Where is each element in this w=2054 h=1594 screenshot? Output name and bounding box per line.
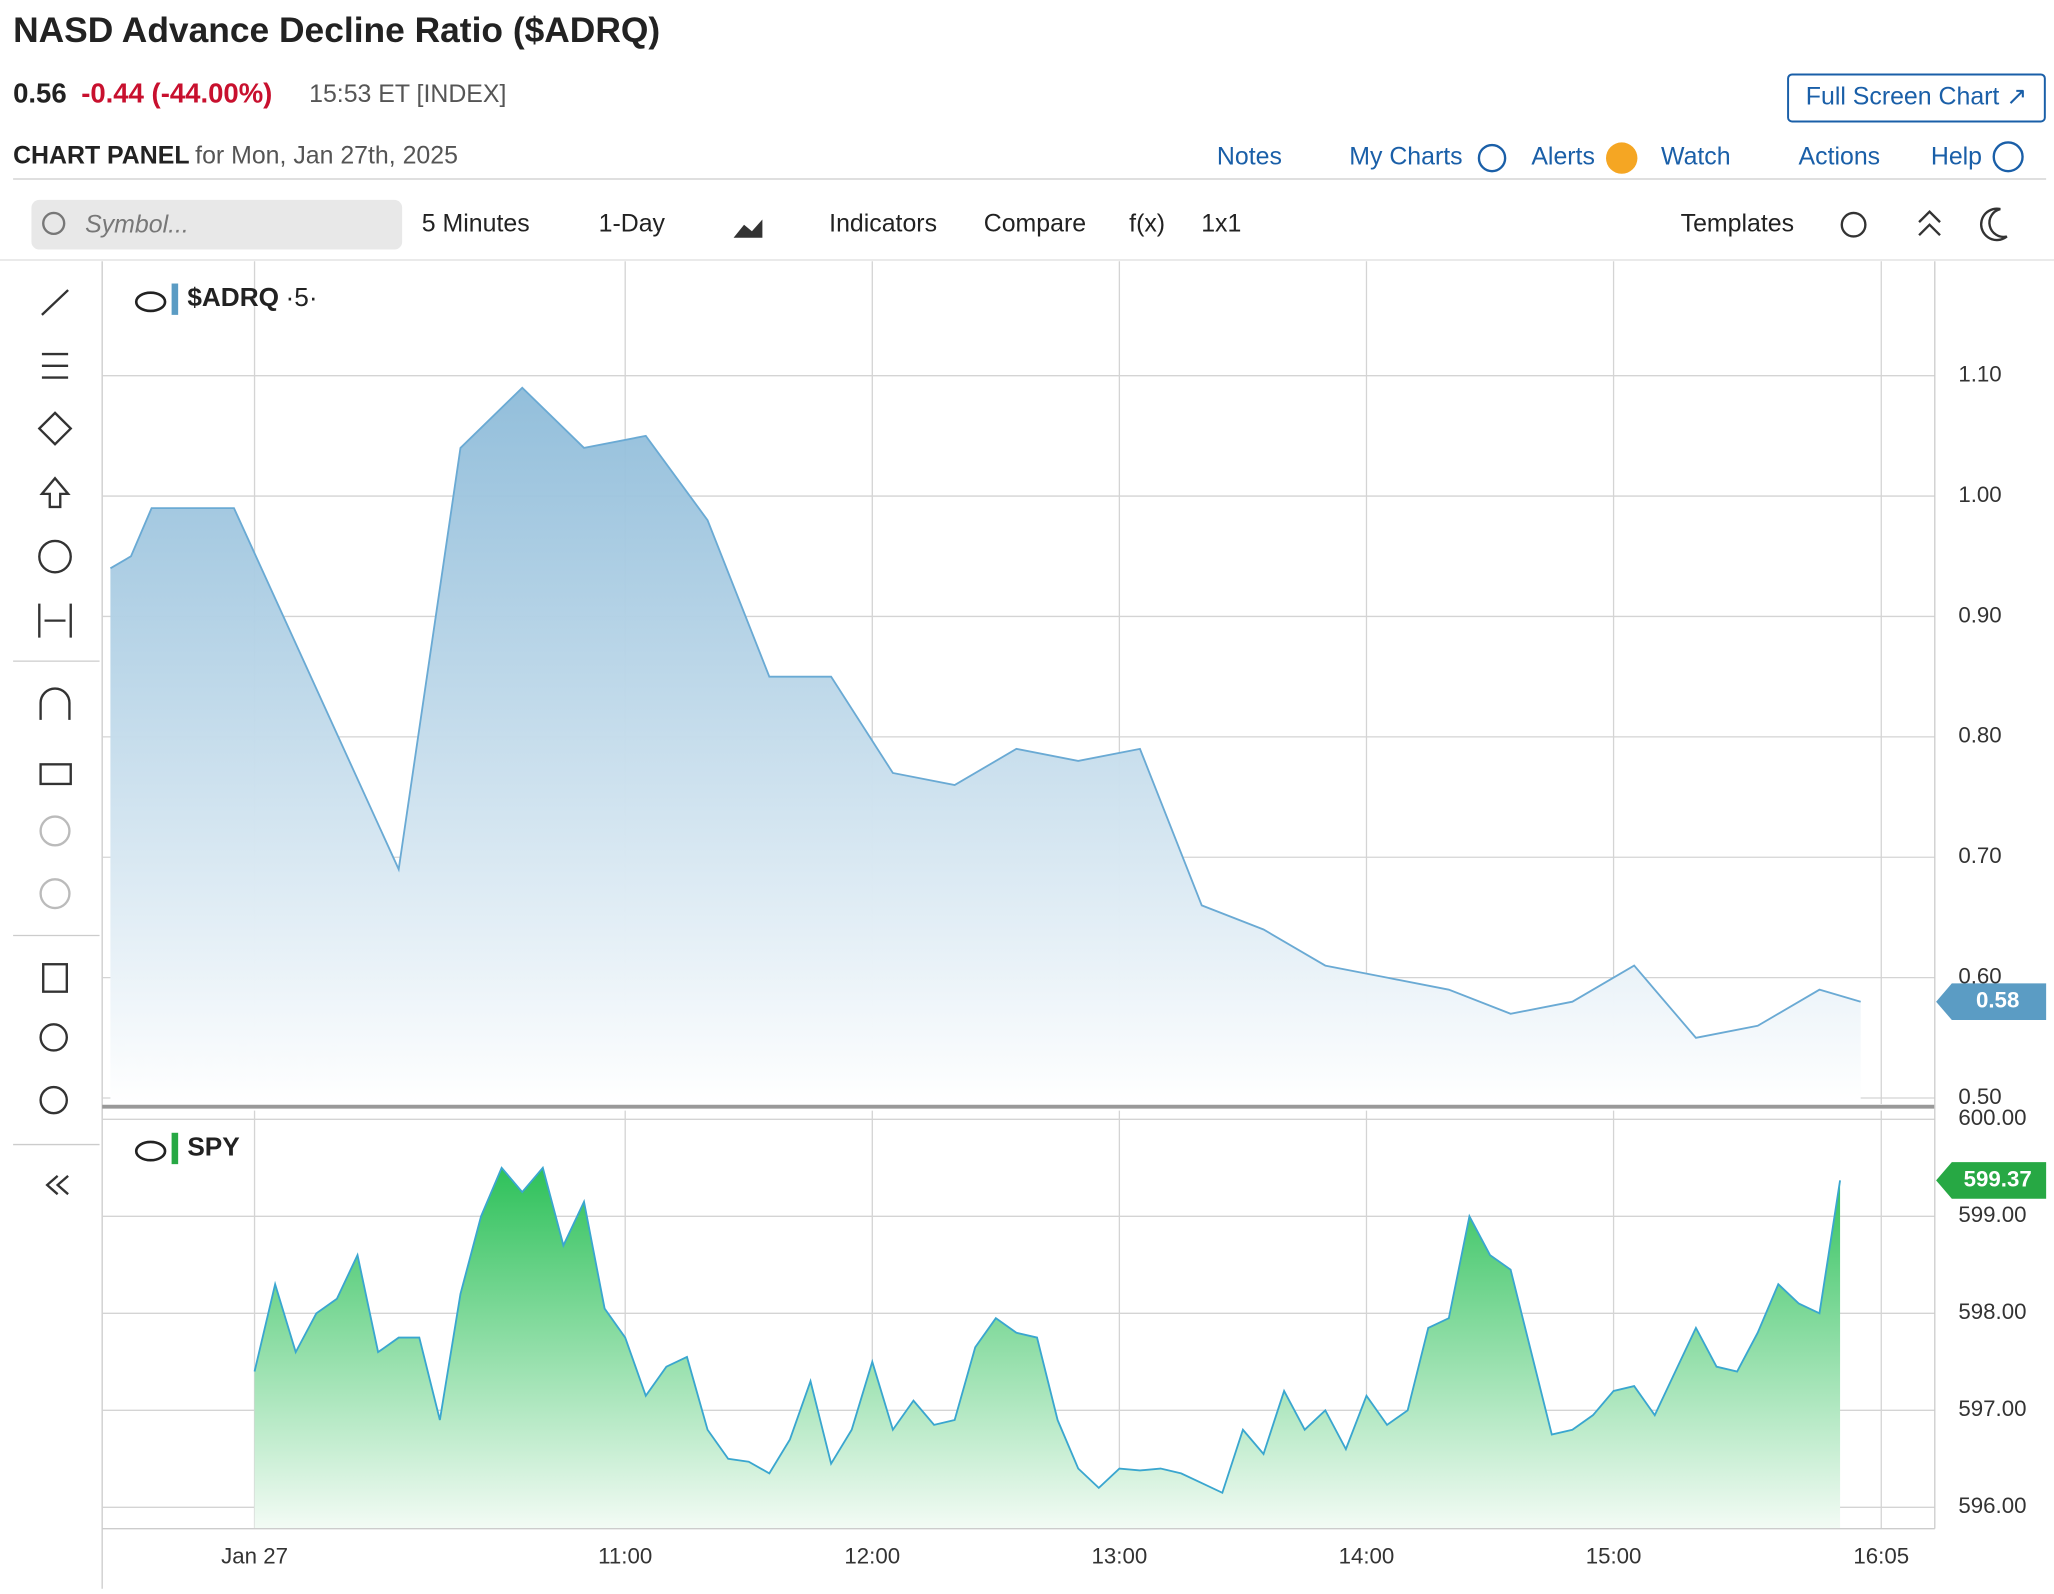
legend-swatch (171, 283, 179, 315)
full-screen-button[interactable] (1787, 73, 2046, 123)
area (254, 1167, 1841, 1529)
x-tick-label: 16:05 (1853, 1543, 1909, 1568)
compare[interactable]: Compare (984, 210, 1086, 237)
y-tick-label: 0.80 (1958, 723, 2001, 748)
quote-time: 15:53 ET [INDEX] (309, 81, 506, 108)
y-tick-label: 598.00 (1958, 1299, 2026, 1324)
arrow-tool[interactable] (39, 476, 71, 509)
symbol-input[interactable] (31, 199, 403, 250)
fib-tool[interactable] (41, 352, 69, 379)
price-change: -0.44 (-44.00%) (81, 78, 272, 109)
interval-select[interactable]: 5 Minutes (422, 210, 530, 237)
shape-tool[interactable] (37, 411, 73, 446)
templates[interactable]: Templates (1681, 210, 1794, 237)
dark-mode-icon[interactable] (1979, 207, 2008, 242)
title: NASD Advance Decline Ratio ($ADRQ) (13, 11, 660, 50)
number-tool[interactable] (38, 539, 72, 574)
help-icon[interactable] (1992, 141, 2024, 173)
area (110, 387, 1861, 1105)
indicators[interactable]: Indicators (829, 210, 937, 237)
chart-type-icon[interactable] (733, 219, 763, 238)
layout[interactable]: 1x1 (1201, 210, 1241, 237)
nav-notes[interactable]: Notes (1217, 144, 1282, 171)
zoom-out[interactable] (39, 1085, 68, 1115)
last-price: 0.56 (13, 78, 67, 109)
full-screen-label[interactable]: Full Screen Chart ↗ (1806, 84, 2027, 111)
collapse-icon[interactable] (1918, 209, 1941, 237)
last-value-label: 0.58 (1976, 988, 2019, 1013)
x-tick-label: 14:00 (1339, 1543, 1395, 1568)
legend-suffix: ·5· (286, 282, 318, 312)
redo[interactable] (39, 878, 71, 910)
nav-my-charts[interactable]: My Charts (1349, 144, 1462, 171)
y-tick-label: 1.00 (1958, 482, 2001, 507)
y-tick-label: 596.00 (1958, 1493, 2026, 1518)
x-tick-label: 12:00 (844, 1543, 900, 1568)
collapse-sidebar[interactable] (45, 1175, 69, 1196)
plus-icon[interactable] (1477, 143, 1507, 173)
nav-actions[interactable]: Actions (1799, 144, 1881, 171)
line (253, 1165, 1841, 1495)
range-select[interactable]: 1-Day (599, 210, 666, 237)
y-tick-label: 0.50 (1958, 1084, 2001, 1109)
x-tick-label: Jan 27 (221, 1543, 288, 1568)
last-value-badge (1936, 983, 2047, 1021)
nav-alerts[interactable]: Alerts (1531, 144, 1595, 171)
panel-date: for Mon, Jan 27th, 2025 (195, 142, 458, 169)
search-icon (42, 211, 66, 236)
last-value-badge (1936, 1162, 2047, 1199)
line-tool[interactable] (41, 289, 69, 316)
visibility-icon (134, 1140, 167, 1162)
undo[interactable] (39, 815, 71, 847)
measure-tool[interactable] (38, 603, 72, 638)
x-tick-label: 13:00 (1092, 1543, 1148, 1568)
y-tick-label: 1.10 (1958, 362, 2001, 387)
symbol-placeholder[interactable]: Symbol... (85, 212, 189, 239)
legend-label: $ADRQ (187, 282, 279, 312)
zoom-in[interactable] (39, 1023, 68, 1052)
function[interactable]: f(x) (1129, 210, 1165, 237)
legend-swatch (171, 1132, 179, 1165)
x-tick-label: 15:00 (1586, 1543, 1642, 1568)
delete[interactable] (42, 963, 68, 993)
line (109, 386, 1861, 1039)
y-tick-label: 0.90 (1958, 602, 2001, 627)
legend-label: SPY (187, 1131, 240, 1161)
x-tick-label: 11:00 (598, 1543, 652, 1568)
visibility-icon (134, 291, 167, 313)
alert-icon[interactable] (1605, 142, 1638, 174)
nav-watch[interactable]: Watch (1661, 144, 1731, 171)
settings-icon[interactable] (1840, 211, 1867, 238)
last-value-label: 599.37 (1964, 1166, 2032, 1191)
panel-label: CHART PANEL (13, 142, 189, 169)
lock-tool[interactable] (39, 763, 72, 786)
y-tick-label: 0.70 (1958, 843, 2001, 868)
y-tick-label: 600.00 (1958, 1105, 2026, 1130)
magnet-tool[interactable] (39, 687, 71, 720)
nav-help[interactable]: Help (1931, 144, 1982, 171)
y-tick-label: 597.00 (1958, 1396, 2026, 1421)
y-tick-label: 599.00 (1958, 1202, 2026, 1227)
